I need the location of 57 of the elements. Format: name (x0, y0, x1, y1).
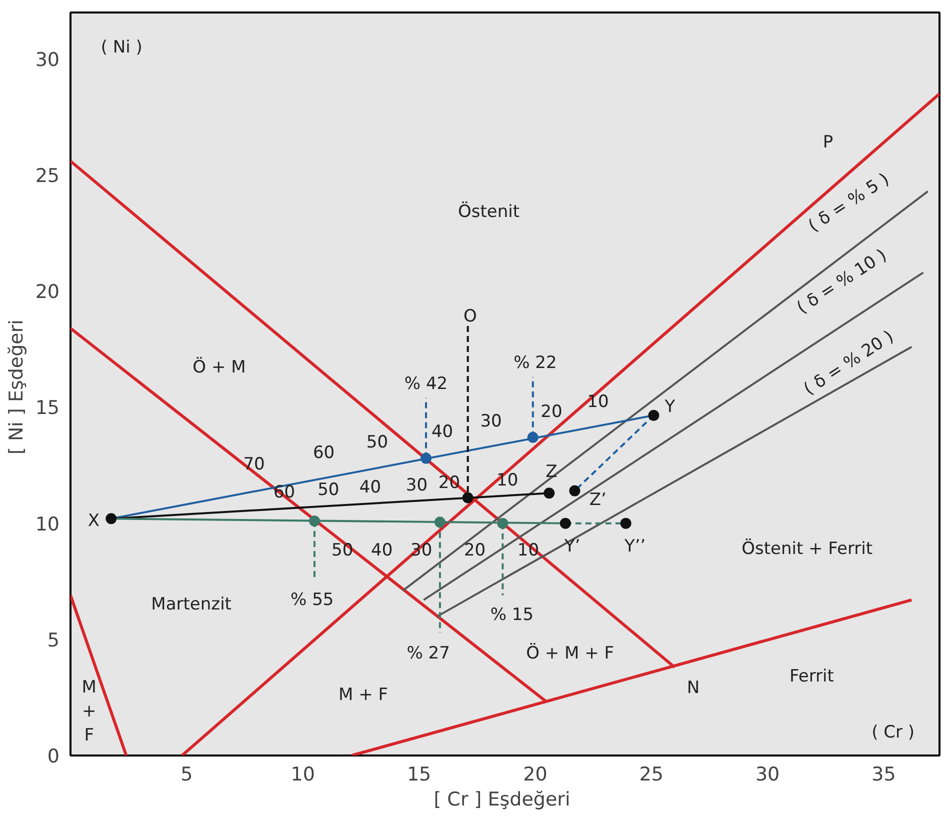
annotation: 50 (332, 540, 354, 560)
annotation: M + F (338, 685, 388, 706)
annotation: 40 (431, 422, 454, 442)
annotation: N (686, 678, 700, 698)
x-tick-label: 5 (180, 764, 193, 786)
y-tick-label: 5 (47, 629, 60, 652)
annotation: Y (664, 397, 676, 418)
annotation: Z (546, 462, 558, 482)
annotation: 30 (480, 411, 502, 432)
annotation: Y’ (563, 536, 580, 557)
y-tick-label: 25 (35, 165, 60, 188)
annotation: 60 (312, 442, 335, 463)
annotation: 70 (243, 454, 265, 474)
x-tick-label: 20 (523, 764, 548, 786)
x-tick-label: 35 (872, 764, 896, 786)
annotation: X (88, 510, 100, 531)
annotation: 40 (371, 540, 393, 560)
annotation: Z’ (589, 490, 606, 510)
annotation: O (463, 306, 477, 327)
y-axis-title: [ Ni ] Eşdeğeri (5, 320, 28, 454)
annotation: % 27 (406, 643, 450, 664)
annotation: M + F (82, 677, 96, 746)
annotation: 20 (464, 540, 486, 560)
annotation: Östenit + Ferrit (742, 538, 873, 559)
annotation: 40 (359, 478, 382, 498)
annotation: 50 (366, 432, 388, 452)
annotation: Östenit (458, 201, 520, 222)
y-tick-label: 0 (47, 746, 60, 768)
x-tick-label: 30 (755, 764, 780, 786)
x-tick-label: 10 (290, 764, 315, 786)
annotation: ( δ = % 5 ) (804, 169, 893, 236)
annotation: 20 (540, 402, 562, 422)
annotation: ( Cr ) (872, 722, 914, 742)
annotation: 30 (406, 475, 428, 496)
annotation: 50 (318, 480, 340, 500)
annotation: 10 (587, 392, 609, 412)
annotation: % 22 (514, 353, 557, 374)
annotation: Ö + M (192, 356, 246, 378)
x-axis-title: [ Cr ] Eşdeğeri (434, 788, 570, 810)
x-tick-label: 25 (639, 764, 664, 786)
y-tick-label: 30 (35, 48, 60, 71)
annotation: Ö + M + F (526, 642, 614, 664)
y-tick-label: 10 (35, 513, 60, 536)
annotation: Ferrit (790, 666, 834, 687)
annotation: ( δ = % 20 ) (800, 326, 898, 400)
annotation: ( Ni ) (100, 37, 142, 58)
annotation: 10 (496, 470, 518, 491)
y-tick-label: 15 (35, 397, 60, 420)
annotation: % 42 (404, 374, 448, 394)
annotation: % 55 (290, 590, 334, 610)
annotation: P (822, 132, 834, 153)
annotation: Martenzit (151, 594, 232, 615)
y-tick-label: 20 (35, 281, 60, 304)
x-tick-label: 15 (406, 764, 432, 786)
annotation: ( δ = % 10 ) (793, 245, 890, 318)
annotation: Y’’ (624, 536, 646, 557)
annotation: % 15 (490, 605, 534, 626)
